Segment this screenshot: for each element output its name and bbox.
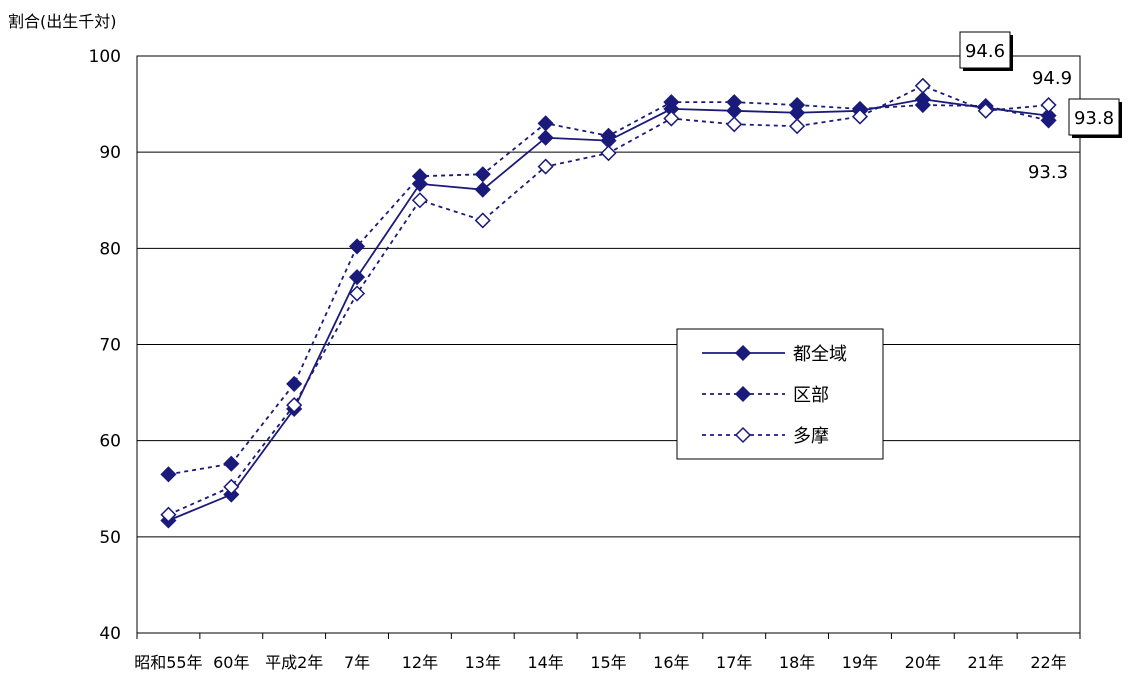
- data-label: 94.6: [965, 41, 1005, 62]
- legend-entry: 多摩: [702, 426, 829, 447]
- axes: [136, 55, 1081, 639]
- filled-diamond-marker: [734, 385, 752, 403]
- y-tick-label: 100: [89, 47, 121, 67]
- legend-label: 都全域: [793, 344, 847, 365]
- open-diamond-marker: [223, 478, 240, 495]
- filled-diamond-marker: [537, 115, 554, 132]
- series-区部: [160, 94, 1057, 483]
- x-tick-label: 13年: [465, 653, 501, 672]
- open-diamond-marker: [734, 426, 752, 444]
- x-tick-label: 昭和55年: [134, 653, 202, 672]
- open-diamond-marker: [1040, 96, 1057, 114]
- series-group: [160, 77, 1057, 529]
- open-diamond-marker: [726, 116, 743, 133]
- x-tick-label: 15年: [590, 653, 626, 672]
- legend-label: 多摩: [793, 426, 829, 447]
- legend-label: 区部: [793, 385, 829, 406]
- plot-border: [136, 55, 1081, 634]
- open-diamond-marker: [348, 285, 366, 302]
- open-diamond-marker: [977, 102, 994, 119]
- open-diamond-marker: [789, 118, 806, 135]
- filled-diamond-marker: [726, 94, 743, 111]
- filled-diamond-marker: [474, 166, 491, 183]
- y-tick-label: 90: [99, 143, 121, 163]
- x-tick-label: 18年: [779, 653, 815, 672]
- y-tick-label: 80: [99, 239, 121, 259]
- open-diamond-marker: [474, 212, 491, 229]
- filled-diamond-marker: [914, 96, 931, 114]
- y-tick-labels: 40 50 60 70 80 90 100: [89, 47, 121, 644]
- filled-diamond-marker: [789, 96, 806, 114]
- filled-diamond-marker: [160, 466, 177, 483]
- open-diamond-marker: [537, 158, 554, 175]
- data-labels: 94.6 94.993.8 93.3: [959, 31, 1122, 183]
- filled-diamond-marker: [223, 455, 240, 472]
- x-tick-label: 14年: [527, 653, 563, 672]
- open-diamond-marker: [914, 77, 931, 94]
- filled-diamond-marker: [537, 129, 554, 146]
- x-tick-label: 平成2年: [265, 653, 323, 672]
- filled-diamond-marker: [348, 269, 366, 286]
- filled-diamond-marker: [474, 181, 491, 198]
- series-多摩: [160, 77, 1057, 523]
- x-tick-label: 22年: [1030, 653, 1066, 672]
- filled-diamond-marker: [348, 238, 366, 255]
- data-label-box: [959, 31, 1011, 69]
- x-tick-label: 17年: [716, 653, 752, 672]
- filled-diamond-marker: [286, 375, 303, 392]
- filled-diamond-marker: [411, 168, 428, 185]
- x-tick-label: 16年: [653, 653, 689, 672]
- open-diamond-marker: [851, 108, 869, 125]
- data-label: 93.3: [1028, 162, 1068, 183]
- series-line: [168, 98, 1049, 522]
- filled-diamond-marker: [663, 94, 680, 111]
- y-tick-label: 50: [99, 528, 121, 548]
- y-axis-title: 割合(出生千対): [8, 12, 117, 31]
- filled-diamond-marker: [734, 344, 752, 362]
- x-tick-label: 19年: [842, 653, 878, 672]
- y-tick-label: 70: [99, 336, 121, 356]
- x-tick-label: 21年: [968, 653, 1004, 672]
- open-diamond-marker: [160, 506, 177, 523]
- x-tick-labels: 昭和55年 60年 平成2年 7年 12年 13年 14年 15年 16年 17年 18年 19年 20…: [134, 653, 1067, 672]
- legend-entry: 都全域: [702, 344, 847, 365]
- open-diamond-marker: [411, 192, 428, 209]
- y-tick-label: 40: [99, 624, 121, 644]
- open-diamond-marker: [286, 397, 303, 414]
- open-diamond-marker: [600, 145, 617, 162]
- x-tick-label: 60年: [213, 653, 249, 672]
- legend-entry: 区部: [702, 385, 829, 406]
- legend-box: [676, 328, 884, 460]
- x-tick-label: 7年: [344, 653, 370, 672]
- data-label: 93.8: [1074, 108, 1114, 129]
- x-tick-label: 12年: [402, 653, 438, 672]
- data-label: 94.9: [1032, 68, 1072, 89]
- filled-diamond-marker: [1040, 112, 1057, 129]
- open-diamond-marker: [663, 110, 680, 127]
- x-tick-label: 20年: [905, 653, 941, 672]
- filled-diamond-marker: [600, 127, 617, 144]
- y-tick-label: 60: [99, 432, 121, 452]
- data-label-box: [1068, 98, 1120, 136]
